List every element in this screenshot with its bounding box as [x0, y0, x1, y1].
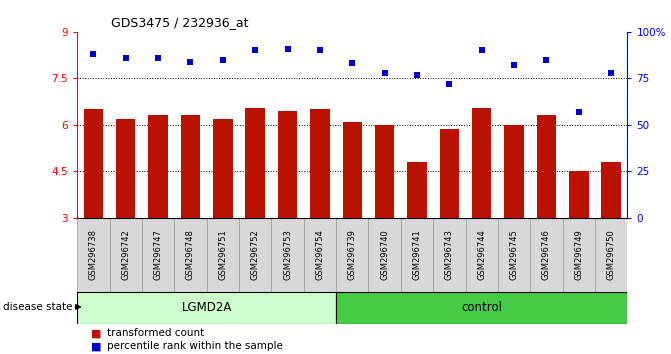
Text: GSM296739: GSM296739	[348, 229, 357, 280]
Text: GSM296745: GSM296745	[509, 229, 519, 280]
Bar	[472, 108, 491, 218]
Bar	[77, 218, 109, 292]
Bar	[569, 171, 588, 218]
Bar	[595, 218, 627, 292]
Bar	[148, 115, 168, 218]
Bar	[498, 218, 530, 292]
Text: transformed count: transformed count	[107, 329, 205, 338]
Bar	[601, 162, 621, 218]
Text: percentile rank within the sample: percentile rank within the sample	[107, 341, 283, 351]
Bar	[77, 292, 336, 324]
Bar	[440, 130, 459, 218]
Bar	[310, 109, 329, 218]
Bar	[84, 109, 103, 218]
Bar	[109, 218, 142, 292]
Bar	[343, 122, 362, 218]
Text: GSM296741: GSM296741	[413, 229, 421, 280]
Text: control: control	[461, 302, 502, 314]
Text: GSM296746: GSM296746	[542, 229, 551, 280]
Text: GDS3475 / 232936_at: GDS3475 / 232936_at	[111, 16, 248, 29]
Bar	[375, 125, 395, 218]
Text: GSM296749: GSM296749	[574, 229, 583, 280]
Bar	[336, 292, 627, 324]
Bar	[336, 218, 368, 292]
Bar	[271, 218, 304, 292]
Text: GSM296754: GSM296754	[315, 229, 324, 280]
Text: GSM296751: GSM296751	[218, 229, 227, 280]
Bar	[563, 218, 595, 292]
Bar	[530, 218, 563, 292]
Bar	[433, 218, 466, 292]
Bar	[142, 218, 174, 292]
Bar	[174, 218, 207, 292]
Bar	[304, 218, 336, 292]
Text: GSM296738: GSM296738	[89, 229, 98, 280]
Bar	[246, 108, 265, 218]
Bar	[505, 125, 524, 218]
Bar	[213, 119, 233, 218]
Bar	[116, 119, 136, 218]
Bar	[401, 218, 433, 292]
Text: GSM296743: GSM296743	[445, 229, 454, 280]
Text: disease state: disease state	[3, 302, 73, 312]
Text: GSM296742: GSM296742	[121, 229, 130, 280]
Text: GSM296753: GSM296753	[283, 229, 292, 280]
Bar	[239, 218, 271, 292]
Bar	[466, 218, 498, 292]
Text: ■: ■	[91, 341, 101, 351]
Bar	[278, 111, 297, 218]
Bar	[180, 115, 200, 218]
Text: GSM296747: GSM296747	[154, 229, 162, 280]
Text: GSM296744: GSM296744	[477, 229, 486, 280]
Text: GSM296750: GSM296750	[607, 229, 616, 280]
Text: GSM296740: GSM296740	[380, 229, 389, 280]
Text: GSM296752: GSM296752	[251, 229, 260, 280]
Text: GSM296748: GSM296748	[186, 229, 195, 280]
Bar	[368, 218, 401, 292]
Bar	[207, 218, 239, 292]
Bar	[537, 115, 556, 218]
Bar	[407, 162, 427, 218]
Text: LGMD2A: LGMD2A	[181, 302, 231, 314]
Text: ■: ■	[91, 329, 101, 338]
